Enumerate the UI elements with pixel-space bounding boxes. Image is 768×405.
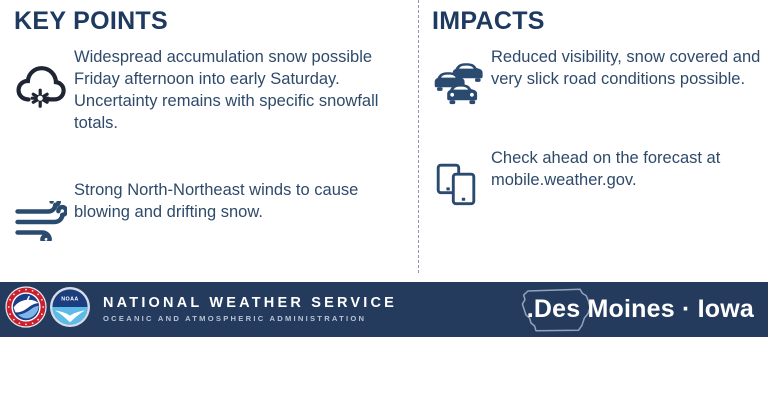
agency-title: NATIONAL WEATHER SERVICE xyxy=(103,294,398,311)
traffic-cars-icon xyxy=(427,47,491,116)
column-divider xyxy=(418,0,419,273)
svg-text:NOAA: NOAA xyxy=(61,297,78,303)
key-point-text: Widespread accumulation snow possible Fr… xyxy=(74,48,379,132)
office-location: .Des Moines · Iowa xyxy=(521,282,754,337)
office-location-label: .Des Moines · Iowa xyxy=(526,295,754,323)
impact-text: Check ahead on the forecast at mobile.we… xyxy=(491,149,721,189)
noaa-logo-icon: NOAA xyxy=(49,286,91,333)
impacts-heading: IMPACTS xyxy=(432,7,545,35)
agency-names: NATIONAL WEATHER SERVICE OCEANIC AND ATM… xyxy=(103,294,398,323)
impact-item: Reduced visibility, snow covered and ver… xyxy=(427,47,767,116)
key-points-heading: KEY POINTS xyxy=(14,7,168,35)
nws-seal-icon xyxy=(5,286,47,333)
impact-text: Reduced visibility, snow covered and ver… xyxy=(491,48,761,88)
key-point-text: Strong North-Northeast winds to cause bl… xyxy=(74,181,359,221)
mobile-devices-icon xyxy=(427,148,491,215)
impact-item: Check ahead on the forecast at mobile.we… xyxy=(427,148,767,215)
key-point-item: Widespread accumulation snow possible Fr… xyxy=(8,47,418,135)
iowa-state-outline-icon xyxy=(520,285,592,340)
impacts-column: IMPACTS xyxy=(419,0,768,275)
key-points-column: KEY POINTS Wides xyxy=(0,0,418,275)
key-point-item: Strong North-Northeast winds to cause bl… xyxy=(8,177,418,251)
wind-icon xyxy=(8,177,74,251)
footer-banner: NOAA NATIONAL WEATHER SERVICE OCEANIC AN… xyxy=(0,282,768,337)
agency-logos: NOAA xyxy=(5,286,91,333)
agency-subtitle: OCEANIC AND ATMOSPHERIC ADMINISTRATION xyxy=(103,313,367,323)
snow-cloud-icon xyxy=(8,47,74,117)
